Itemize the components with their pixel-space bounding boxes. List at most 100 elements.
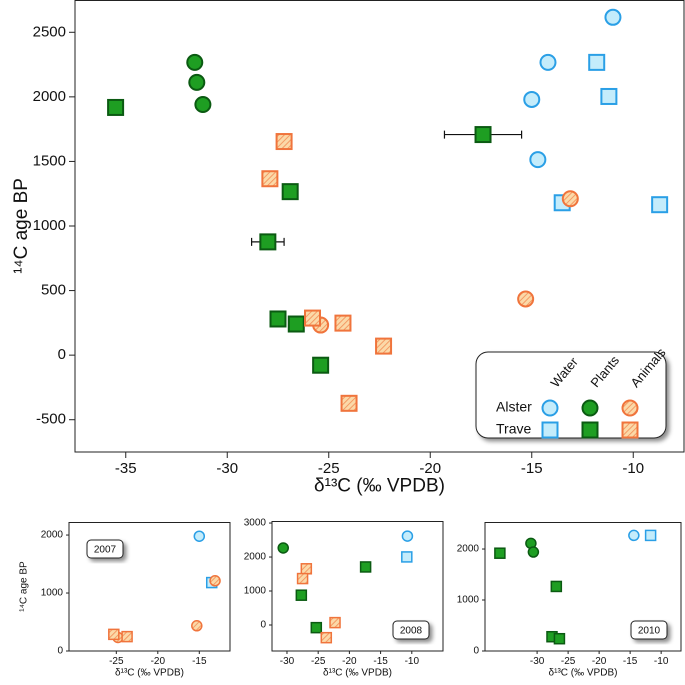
x-tick-label: -10 xyxy=(405,656,420,667)
marker-circle xyxy=(581,399,599,417)
panel: -35 -30 -25 -20 -15 -10 -500 0 500 1000 1500 2000 25… xyxy=(11,0,685,497)
y-axis-label: ¹⁴C age BP xyxy=(19,561,30,612)
marker-square xyxy=(588,53,606,71)
marker-circle xyxy=(209,575,221,587)
marker-circle xyxy=(621,399,639,417)
marker-circle xyxy=(191,620,203,632)
y-tick-label: -500 xyxy=(36,411,66,428)
y-tick-label: 0 xyxy=(260,620,266,631)
marker-square xyxy=(300,563,313,575)
marker-square xyxy=(287,315,305,333)
marker-square xyxy=(269,310,287,328)
marker-square xyxy=(541,421,559,439)
y-tick-label: 2000 xyxy=(41,530,64,541)
y-tick-label: 2000 xyxy=(33,88,66,105)
marker-circle xyxy=(527,546,540,558)
panel: -30 -25 -20 -15 -10 0 1000 2000 δ¹³C (‰ VPDB) 201… xyxy=(457,522,682,679)
marker-square xyxy=(310,621,323,634)
marker-square xyxy=(329,616,341,629)
marker-circle xyxy=(193,530,206,542)
marker-square xyxy=(275,133,293,151)
marker-circle xyxy=(523,90,541,108)
y-tick-label: 1000 xyxy=(33,217,66,234)
marker-square xyxy=(334,314,352,332)
x-tick-label: -15 xyxy=(623,656,638,667)
x-tick-label: -25 xyxy=(318,460,340,477)
y-tick-label: 0 xyxy=(473,646,479,657)
x-tick-label: -20 xyxy=(151,656,166,667)
marker-circle xyxy=(277,542,289,554)
panel-label: 2008 xyxy=(400,626,423,637)
panel: -25 -20 -15 0 1000 2000 δ¹³C (‰ VPDB) ¹⁴C age B… xyxy=(19,522,231,679)
x-tick-label: -15 xyxy=(192,656,207,667)
x-axis-label: δ¹³C (‰ VPDB) xyxy=(549,668,618,679)
marker-square xyxy=(550,580,563,593)
marker-square xyxy=(359,561,372,573)
marker-circle xyxy=(186,53,204,71)
marker-square xyxy=(261,170,279,188)
marker-square xyxy=(340,394,358,412)
x-tick-label: -20 xyxy=(592,656,607,667)
marker-square xyxy=(296,572,309,585)
y-tick-label: 2000 xyxy=(457,544,480,555)
y-tick-label: 1000 xyxy=(244,586,267,597)
x-tick-label: -10 xyxy=(622,460,644,477)
marker-square xyxy=(281,183,299,201)
marker-circle xyxy=(561,190,579,208)
y-tick-label: 500 xyxy=(41,282,66,299)
panel-label: 2010 xyxy=(638,626,661,637)
marker-square xyxy=(304,309,322,327)
x-axis-label: δ¹³C (‰ VPDB) xyxy=(314,476,445,497)
legend-row-label: Alster xyxy=(496,399,532,415)
x-tick-label: -35 xyxy=(115,460,137,477)
marker-circle xyxy=(539,53,557,71)
marker-circle xyxy=(541,399,559,417)
plot-frame xyxy=(271,521,444,652)
marker-square xyxy=(581,421,599,439)
panel-label-box xyxy=(392,620,430,640)
y-axis-label: ¹⁴C age BP xyxy=(11,178,32,274)
y-tick-label: 1000 xyxy=(457,595,480,606)
legend-row-label: Trave xyxy=(496,421,531,437)
y-tick-label: 0 xyxy=(58,346,66,363)
marker-square xyxy=(401,551,413,563)
x-tick-label: -25 xyxy=(109,656,124,667)
marker-square xyxy=(494,547,506,559)
y-tick-label: 2500 xyxy=(33,23,66,40)
marker-square xyxy=(121,630,133,643)
marker-square xyxy=(621,421,639,439)
plot-frame xyxy=(484,522,682,652)
marker-circle xyxy=(517,290,535,308)
x-tick-label: -20 xyxy=(342,656,357,667)
plot-frame xyxy=(68,522,231,652)
legend-box xyxy=(475,351,667,439)
y-tick-label: 3000 xyxy=(244,518,267,529)
panel-label: 2007 xyxy=(94,545,117,556)
x-tick-label: -15 xyxy=(521,460,543,477)
marker-square xyxy=(259,233,277,251)
y-tick-label: 0 xyxy=(57,646,63,657)
panel: -30 -25 -20 -15 -10 0 1000 2000 3000 δ¹³C (‰ VPDB… xyxy=(244,518,444,679)
panel-label-box xyxy=(86,539,124,559)
marker-square xyxy=(644,529,657,542)
marker-circle xyxy=(188,73,206,91)
x-tick-label: -10 xyxy=(654,656,669,667)
y-tick-label: 1500 xyxy=(33,152,66,169)
marker-square xyxy=(320,631,333,644)
x-tick-label: -25 xyxy=(561,656,576,667)
marker-square xyxy=(295,589,308,601)
marker-square xyxy=(553,632,566,645)
x-tick-label: -30 xyxy=(530,656,545,667)
marker-circle xyxy=(529,151,547,169)
marker-square xyxy=(600,87,618,105)
marker-circle xyxy=(604,8,622,26)
marker-circle xyxy=(401,530,414,542)
x-tick-label: -20 xyxy=(419,460,441,477)
x-tick-label: -25 xyxy=(311,656,326,667)
marker-square xyxy=(107,98,125,116)
marker-circle xyxy=(628,529,640,542)
marker-square xyxy=(375,337,393,355)
x-axis-label: δ¹³C (‰ VPDB) xyxy=(323,668,392,679)
